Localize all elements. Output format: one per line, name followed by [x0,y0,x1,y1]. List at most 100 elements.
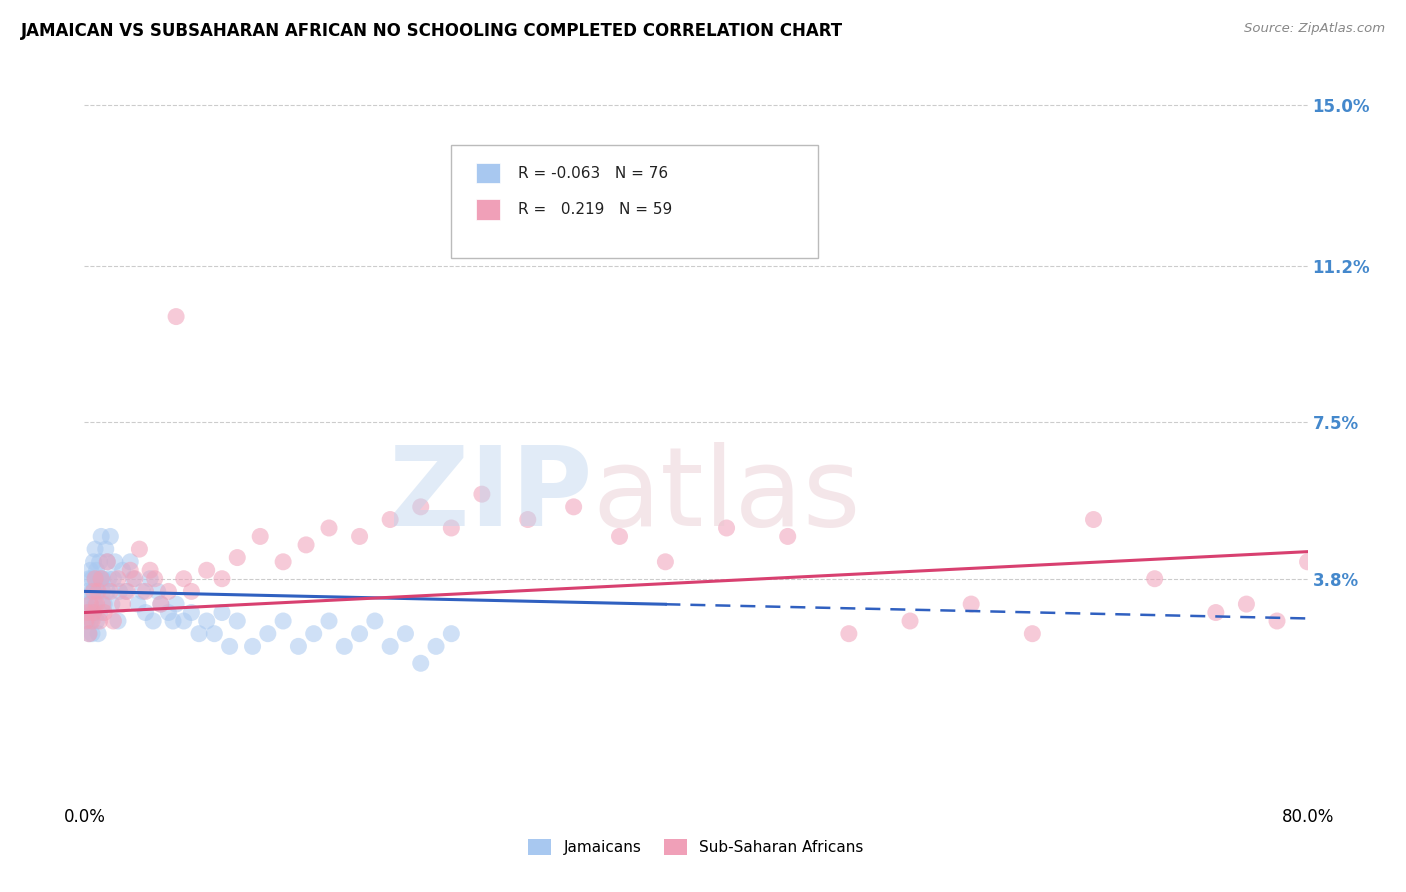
Text: atlas: atlas [592,442,860,549]
Point [318,521,340,535]
Point [115,584,138,599]
Point [91,572,114,586]
Point [654,555,676,569]
Point [114,584,136,599]
Point [364,614,387,628]
Point [202,626,225,640]
Point [127,597,149,611]
Point [80,626,103,640]
Point [960,597,983,611]
Point [84,542,107,557]
Point [1205,606,1227,620]
Point [318,614,340,628]
Point [162,614,184,628]
Point [165,597,187,611]
Point [440,521,463,535]
Point [91,597,114,611]
Point [86,584,108,599]
Point [120,563,142,577]
Point [135,606,157,620]
Point [146,584,169,599]
Point [86,563,108,577]
FancyBboxPatch shape [475,199,499,219]
Point [716,521,738,535]
Point [471,487,494,501]
Point [1143,572,1166,586]
Point [86,614,108,628]
Point [76,606,98,620]
Point [295,538,318,552]
Point [440,626,463,640]
Text: R = -0.063   N = 76: R = -0.063 N = 76 [519,166,668,180]
Point [79,597,101,611]
Point [157,584,180,599]
Point [609,529,631,543]
Point [108,584,131,599]
Point [149,597,172,611]
Point [516,512,538,526]
Point [149,597,172,611]
Point [257,626,280,640]
Point [776,529,799,543]
Point [80,614,103,628]
Point [83,584,105,599]
Point [409,500,432,514]
Point [89,614,111,628]
Point [90,572,112,586]
Point [425,640,447,654]
Text: JAMAICAN VS SUBSAHARAN AFRICAN NO SCHOOLING COMPLETED CORRELATION CHART: JAMAICAN VS SUBSAHARAN AFRICAN NO SCHOOL… [21,22,844,40]
Point [180,584,202,599]
Point [98,529,121,543]
Point [103,572,125,586]
Point [104,555,127,569]
Point [76,584,98,599]
Point [211,572,233,586]
Point [101,597,124,611]
Point [79,597,101,611]
Point [142,614,165,628]
Point [838,626,860,640]
Point [271,614,294,628]
Point [131,584,153,599]
Point [287,640,309,654]
Point [107,572,129,586]
Point [349,626,371,640]
Point [79,563,101,577]
Point [898,614,921,628]
Point [1265,614,1288,628]
Point [75,614,97,628]
Point [394,626,416,640]
FancyBboxPatch shape [475,163,499,183]
Point [218,640,240,654]
Legend: Jamaicans, Sub-Saharan Africans: Jamaicans, Sub-Saharan Africans [522,833,870,861]
Point [94,542,117,557]
Point [83,555,105,569]
Point [86,597,108,611]
Point [128,542,150,557]
Point [87,626,110,640]
Point [96,555,118,569]
Point [211,606,233,620]
Point [165,310,187,324]
Point [195,614,218,628]
Text: R =   0.219   N = 59: R = 0.219 N = 59 [519,202,672,217]
Point [157,606,180,620]
Point [87,584,110,599]
Point [75,597,97,611]
Point [349,529,371,543]
Point [124,572,146,586]
Point [1296,555,1319,569]
Point [139,563,162,577]
Point [89,555,111,569]
Point [107,614,129,628]
Point [333,640,356,654]
Point [76,614,98,628]
Point [96,584,118,599]
Point [79,614,101,628]
Point [111,597,134,611]
Point [93,597,115,611]
Point [90,529,112,543]
Point [111,563,134,577]
Point [249,529,271,543]
Text: ZIP: ZIP [388,442,592,549]
